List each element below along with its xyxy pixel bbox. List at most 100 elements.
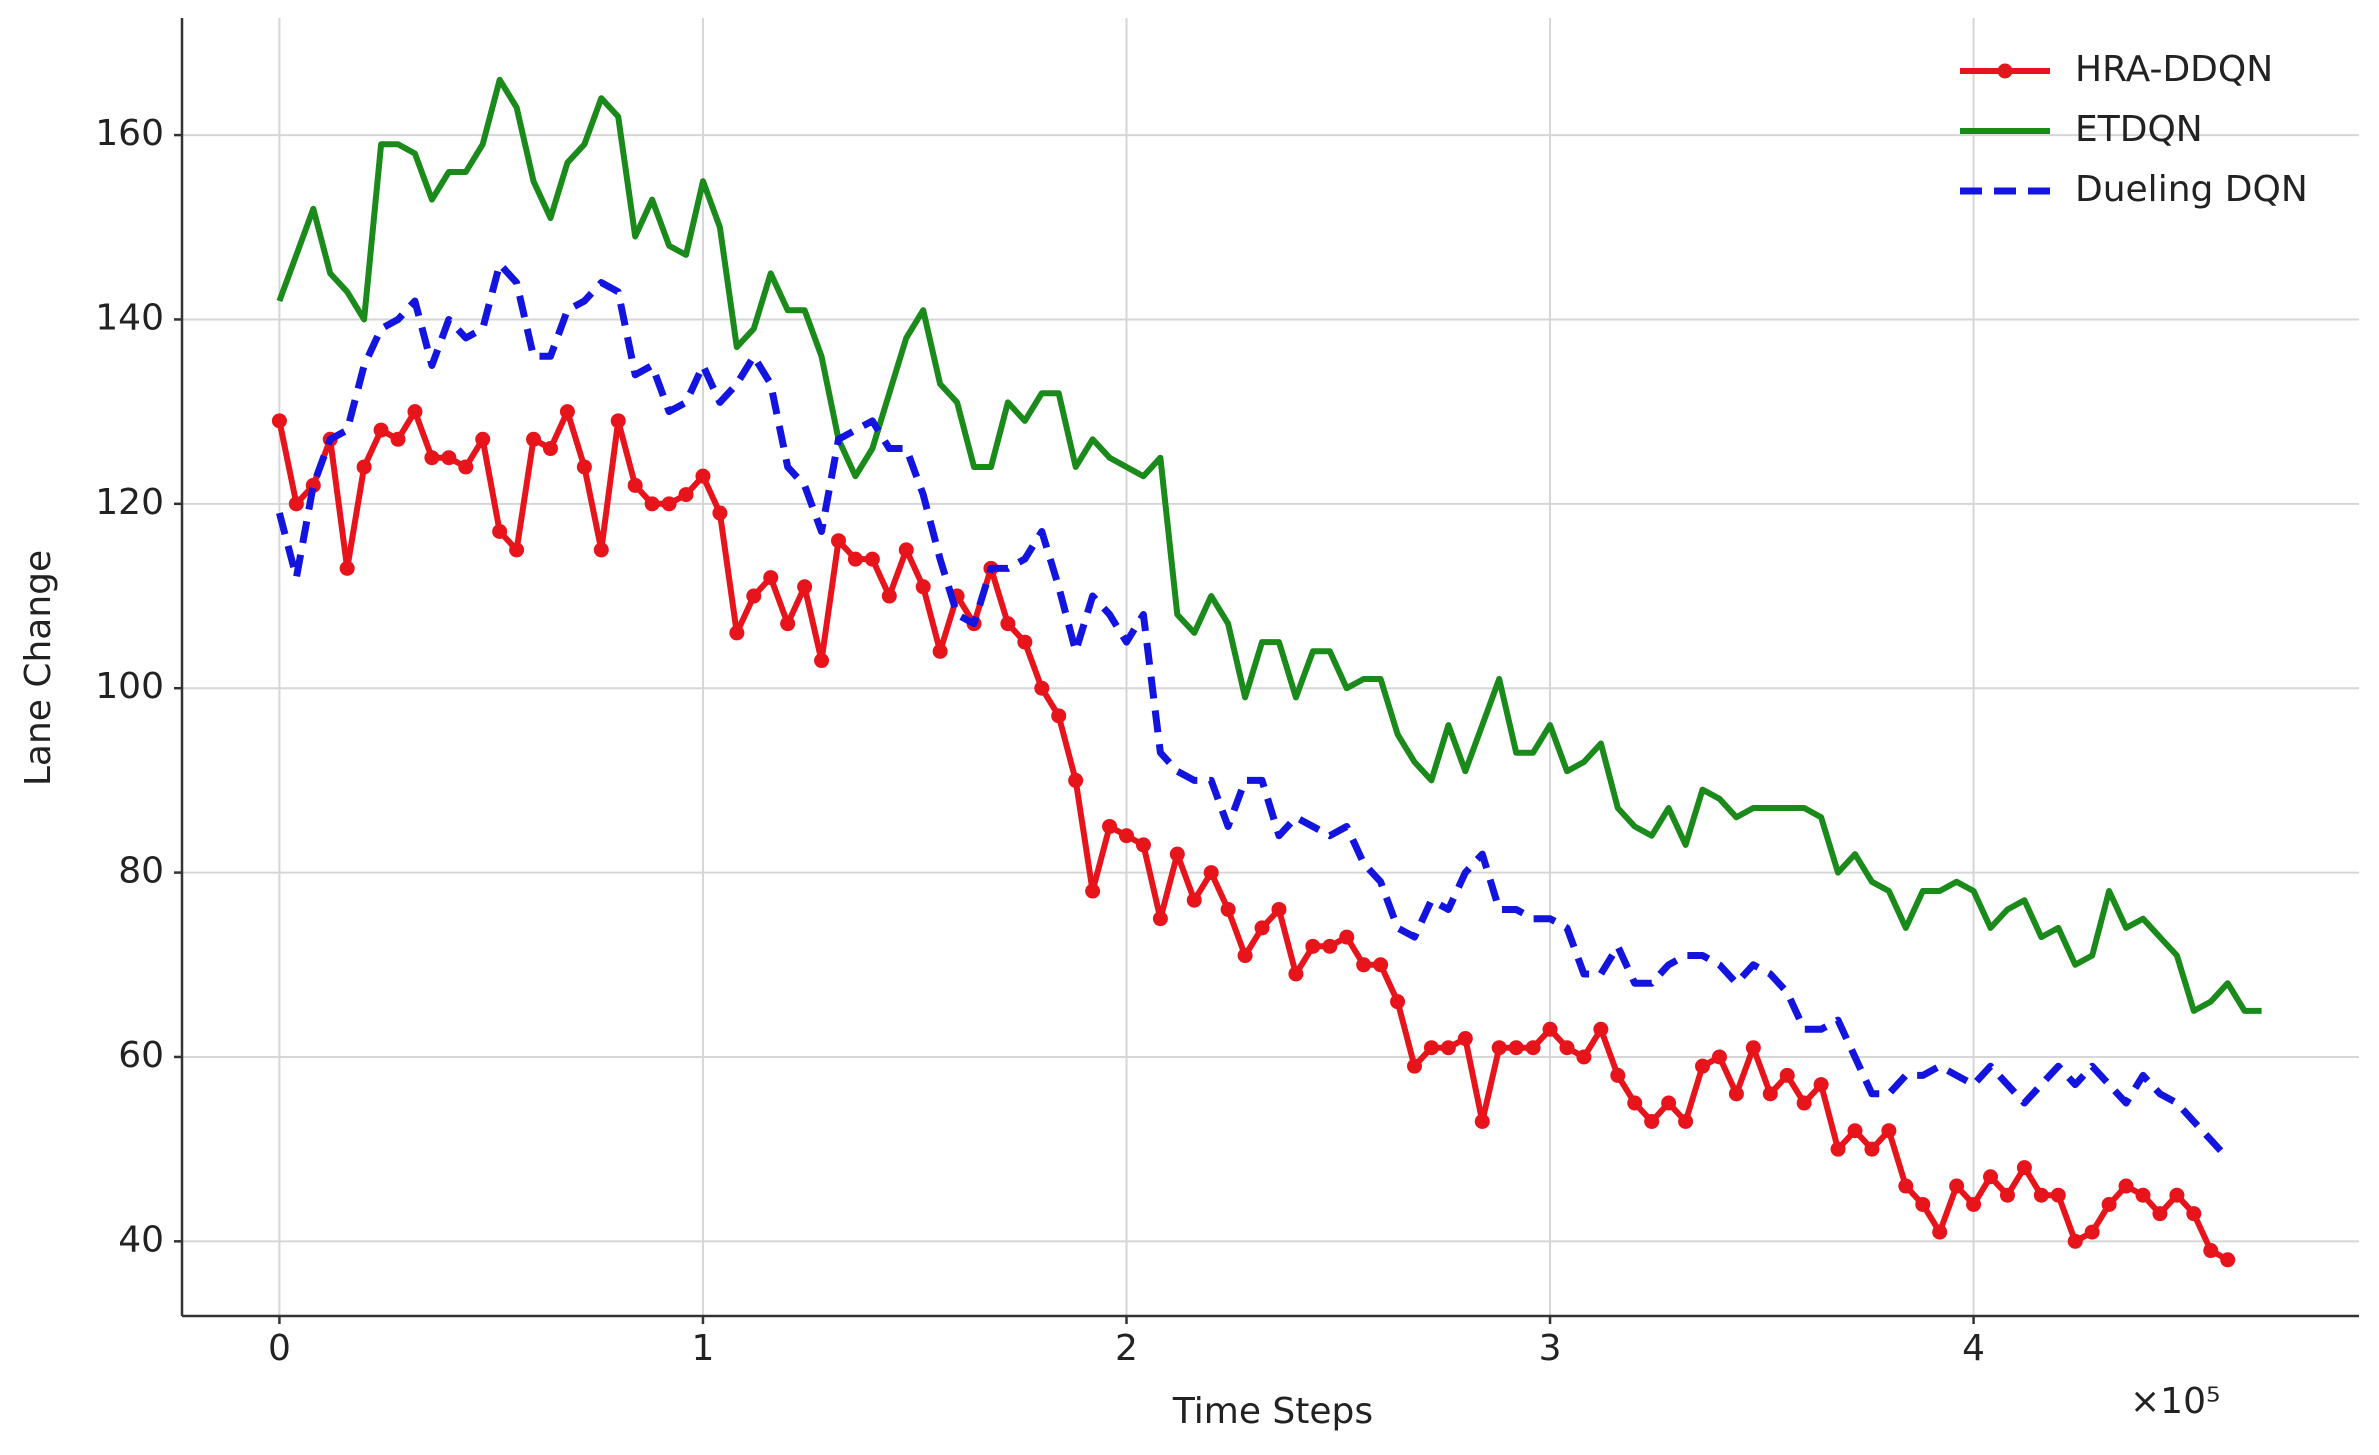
- data-point: [1237, 948, 1253, 964]
- data-point: [2016, 1160, 2032, 1176]
- data-point: [1186, 892, 1202, 908]
- data-point: [881, 588, 897, 604]
- data-point: [373, 422, 389, 438]
- data-point: [492, 523, 508, 539]
- data-point: [763, 570, 779, 586]
- data-point: [678, 487, 694, 503]
- legend-label: ETDQN: [2075, 109, 2203, 150]
- data-point: [1644, 1113, 1660, 1129]
- data-point: [1288, 966, 1304, 982]
- data-point: [1000, 616, 1016, 632]
- data-point: [1390, 994, 1406, 1010]
- data-point: [2067, 1233, 2083, 1249]
- y-tick-label: 120: [95, 482, 164, 523]
- data-point: [1254, 920, 1270, 936]
- y-tick-label: 160: [95, 113, 164, 154]
- x-tick-label: 0: [268, 1328, 291, 1369]
- data-point: [1339, 929, 1355, 945]
- data-point: [746, 588, 762, 604]
- data-point: [695, 468, 711, 484]
- data-point: [915, 579, 931, 595]
- data-point: [627, 477, 643, 493]
- data-point: [1542, 1021, 1558, 1037]
- data-point: [593, 542, 609, 558]
- data-point: [1271, 901, 1287, 917]
- data-point: [1847, 1123, 1863, 1139]
- data-point: [1525, 1040, 1541, 1056]
- data-point: [847, 551, 863, 567]
- data-point: [2169, 1187, 2185, 1203]
- data-point: [2050, 1187, 2066, 1203]
- data-point: [2220, 1252, 2236, 1268]
- data-point: [526, 431, 542, 447]
- data-point: [661, 496, 677, 512]
- data-point: [509, 542, 525, 558]
- y-axis-label: Lane Change: [18, 550, 59, 786]
- data-point: [814, 653, 830, 669]
- data-point: [1051, 708, 1067, 724]
- data-point: [1593, 1021, 1609, 1037]
- data-point: [1034, 680, 1050, 696]
- data-point: [1135, 837, 1151, 853]
- data-point: [2186, 1206, 2202, 1222]
- data-point: [1610, 1067, 1626, 1083]
- data-point: [1983, 1169, 1999, 1185]
- series-line: [276, 76, 2262, 1014]
- series-line: [276, 260, 2231, 1161]
- data-point: [1102, 818, 1118, 834]
- data-point: [1474, 1113, 1490, 1129]
- data-point: [2203, 1243, 2219, 1259]
- data-point: [1627, 1095, 1643, 1111]
- data-point: [864, 551, 880, 567]
- data-point: [2135, 1187, 2151, 1203]
- data-point: [1068, 772, 1084, 788]
- data-point: [729, 625, 745, 641]
- data-point: [1999, 1187, 2015, 1203]
- data-point: [712, 505, 728, 521]
- data-point: [2084, 1224, 2100, 1240]
- data-point: [475, 431, 491, 447]
- data-point: [1881, 1123, 1897, 1139]
- data-point: [1508, 1040, 1524, 1056]
- data-point: [339, 560, 355, 576]
- data-point: [1779, 1067, 1795, 1083]
- data-point: [1491, 1040, 1507, 1056]
- x-multiplier: ×10⁵: [2130, 1381, 2220, 1422]
- y-tick-label: 140: [95, 297, 164, 338]
- data-point: [1118, 828, 1134, 844]
- y-tick-label: 60: [118, 1035, 164, 1076]
- data-point: [1169, 846, 1185, 862]
- data-point: [356, 459, 372, 475]
- data-point: [1576, 1049, 1592, 1065]
- data-point: [1830, 1141, 1846, 1157]
- data-point: [2033, 1187, 2049, 1203]
- data-point: [644, 496, 660, 512]
- y-tick-label: 80: [118, 851, 164, 892]
- data-point: [1864, 1141, 1880, 1157]
- data-point: [830, 533, 846, 549]
- data-point: [2152, 1206, 2168, 1222]
- data-point: [288, 496, 304, 512]
- data-point: [1762, 1086, 1778, 1102]
- data-point: [1898, 1178, 1914, 1194]
- data-point: [2118, 1178, 2134, 1194]
- y-tick-label: 40: [118, 1219, 164, 1260]
- legend-label: Dueling DQN: [2075, 169, 2308, 210]
- data-point: [542, 441, 558, 457]
- data-point: [1322, 938, 1338, 954]
- data-point: [2101, 1196, 2117, 1212]
- y-tick-label: 100: [95, 666, 164, 707]
- x-tick-label: 2: [1115, 1328, 1138, 1369]
- series-line: [276, 408, 2230, 1263]
- data-point: [1440, 1040, 1456, 1056]
- data-point: [1152, 911, 1168, 927]
- data-point: [1915, 1196, 1931, 1212]
- x-tick-label: 4: [1962, 1328, 1985, 1369]
- data-point: [271, 413, 287, 429]
- data-point: [1796, 1095, 1812, 1111]
- data-point: [797, 579, 813, 595]
- data-point: [559, 404, 575, 420]
- data-point: [898, 542, 914, 558]
- data-point: [390, 431, 406, 447]
